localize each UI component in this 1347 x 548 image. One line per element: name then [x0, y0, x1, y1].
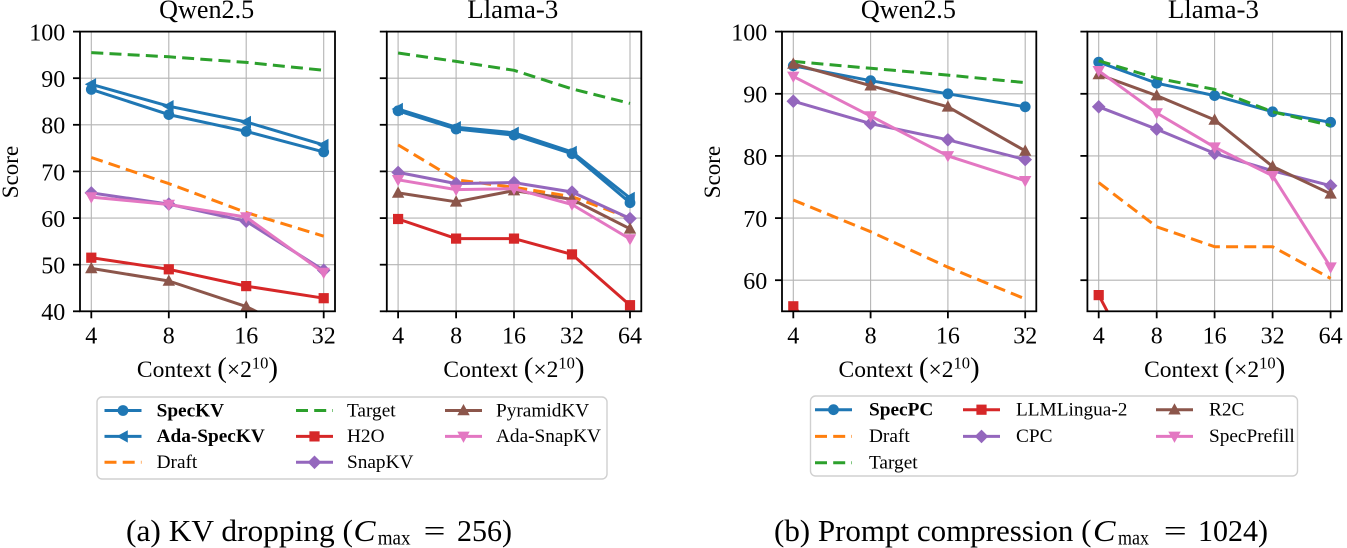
svg-text:8: 8 [865, 323, 877, 349]
svg-text:16: 16 [502, 323, 526, 349]
svg-text:Qwen2.5: Qwen2.5 [159, 0, 254, 24]
svg-text:SnapKV: SnapKV [347, 452, 413, 473]
svg-text:8: 8 [450, 323, 462, 349]
svg-text:Ada-SpecKV: Ada-SpecKV [157, 426, 265, 447]
svg-text:H2O: H2O [347, 426, 385, 447]
svg-text:90: 90 [41, 67, 65, 93]
svg-text:64: 64 [618, 323, 642, 349]
svg-text:4: 4 [85, 323, 97, 349]
svg-text:64: 64 [1319, 323, 1343, 349]
svg-text:16: 16 [1203, 323, 1227, 349]
svg-text:80: 80 [41, 114, 65, 140]
svg-text:Draft: Draft [157, 452, 198, 473]
svg-text:C: C [1093, 513, 1116, 548]
svg-text:(b) Prompt compression (: (b) Prompt compression ( [774, 513, 1092, 548]
svg-text:70: 70 [743, 207, 767, 233]
svg-text:32: 32 [312, 323, 336, 349]
svg-text:Ada-SnapKV: Ada-SnapKV [496, 426, 601, 447]
svg-text:8: 8 [163, 323, 175, 349]
svg-text:4: 4 [392, 323, 404, 349]
svg-text:32: 32 [560, 323, 584, 349]
svg-text:max: max [378, 526, 411, 548]
svg-text:Score: Score [700, 146, 725, 198]
svg-text:4: 4 [1093, 323, 1105, 349]
svg-text:256): 256) [457, 513, 512, 548]
svg-text:Target: Target [869, 453, 918, 474]
svg-text:100: 100 [731, 21, 767, 47]
svg-text:=: = [424, 513, 446, 548]
svg-text:max: max [1118, 526, 1149, 548]
svg-text:=: = [1164, 513, 1187, 548]
svg-text:Qwen2.5: Qwen2.5 [861, 0, 956, 24]
svg-text:60: 60 [743, 269, 767, 295]
svg-text:1024): 1024) [1198, 513, 1268, 548]
svg-text:80: 80 [743, 145, 767, 171]
svg-text:Score: Score [0, 146, 23, 198]
svg-text:70: 70 [41, 160, 65, 186]
svg-text:Target: Target [347, 400, 396, 421]
svg-text:4: 4 [787, 323, 799, 349]
svg-text:C: C [354, 513, 376, 548]
svg-text:SpecPrefill: SpecPrefill [1209, 426, 1295, 447]
svg-text:90: 90 [743, 83, 767, 109]
svg-text:LLMLingua-2: LLMLingua-2 [1016, 400, 1127, 421]
svg-text:(a) KV dropping (: (a) KV dropping ( [126, 513, 353, 548]
svg-text:CPC: CPC [1016, 426, 1052, 447]
svg-text:32: 32 [1013, 323, 1037, 349]
svg-text:Llama-3: Llama-3 [467, 0, 558, 24]
svg-text:50: 50 [41, 254, 65, 280]
svg-text:16: 16 [936, 323, 960, 349]
svg-text:R2C: R2C [1209, 400, 1244, 421]
svg-text:Draft: Draft [869, 426, 910, 447]
svg-text:16: 16 [234, 323, 258, 349]
svg-text:40: 40 [41, 300, 65, 326]
svg-text:8: 8 [1151, 323, 1163, 349]
svg-text:SpecKV: SpecKV [157, 400, 225, 421]
svg-text:60: 60 [41, 207, 65, 233]
svg-text:32: 32 [1261, 323, 1285, 349]
svg-text:100: 100 [29, 21, 65, 47]
svg-text:SpecPC: SpecPC [869, 400, 933, 421]
svg-text:PyramidKV: PyramidKV [496, 400, 589, 421]
svg-text:Llama-3: Llama-3 [1168, 0, 1259, 24]
